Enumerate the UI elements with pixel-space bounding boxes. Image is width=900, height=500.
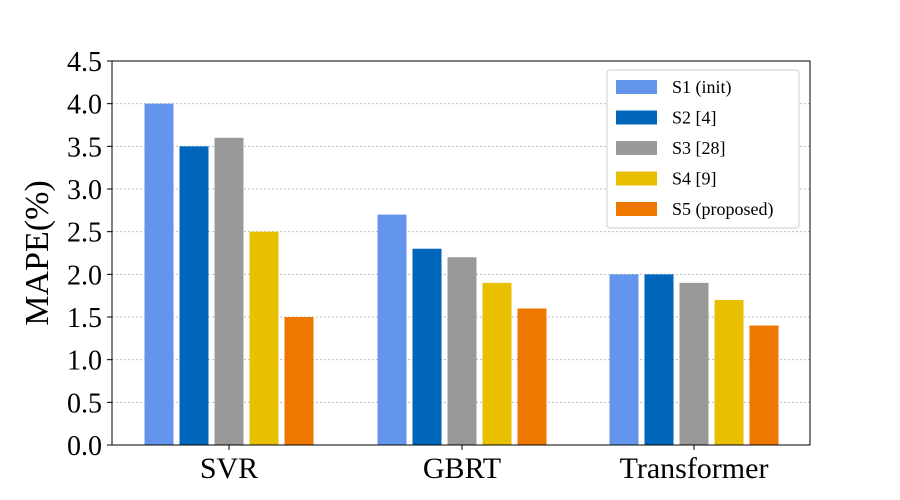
legend-swatch [616,80,657,94]
y-tick-label: 2.5 [67,218,102,249]
x-axis-ticks: SVR GBRT Transformer [200,445,769,485]
x-tick-label: SVR [200,452,258,485]
legend: S1 (init) S2 [4] S3 [28] S4 [9] S5 (proposed… [606,69,800,229]
bar [284,317,314,445]
bar [179,146,209,446]
y-tick-label: 0.0 [67,431,102,462]
bar [214,137,244,446]
legend-swatch [616,141,657,155]
y-tick-label: 1.5 [67,303,102,334]
bar [517,308,547,445]
bar [412,248,442,445]
plot-frame [111,60,811,446]
y-tick-label: 0.5 [67,388,102,419]
legend-label: S2 [4] [672,108,717,128]
y-tick-label: 4.5 [67,47,102,78]
y-tick-label: 4.0 [67,90,102,121]
x-tick-label: GBRT [423,452,501,485]
legend-swatch [616,110,657,125]
y-tick-label: 2.0 [67,260,102,291]
y-tick-label: 1.0 [67,346,102,377]
bar [644,274,674,445]
y-tick-label: 3.0 [67,175,102,206]
bar [749,325,779,445]
legend-label: S1 (init) [672,77,732,98]
bar [609,274,639,445]
bar [714,299,744,445]
bars [144,103,779,446]
legend-label: S4 [9] [672,169,717,189]
legend-label: S3 [28] [672,138,726,158]
y-axis-ticks: 0.0 0.5 1.0 1.5 2.0 2.5 3.0 3.5 4.0 4.5 [67,47,112,462]
legend-label: S5 (proposed) [672,199,774,220]
bar [679,282,709,445]
x-tick-label: Transformer [620,452,769,485]
bar [482,282,512,445]
bar [447,257,477,445]
bar [377,214,407,445]
y-axis-title: MAPE(%) [19,180,56,325]
y-tick-label: 3.5 [67,132,102,163]
bar [249,231,279,445]
legend-swatch [616,171,657,186]
bar [144,103,174,446]
legend-swatch [616,202,657,216]
legend-box [606,69,800,229]
